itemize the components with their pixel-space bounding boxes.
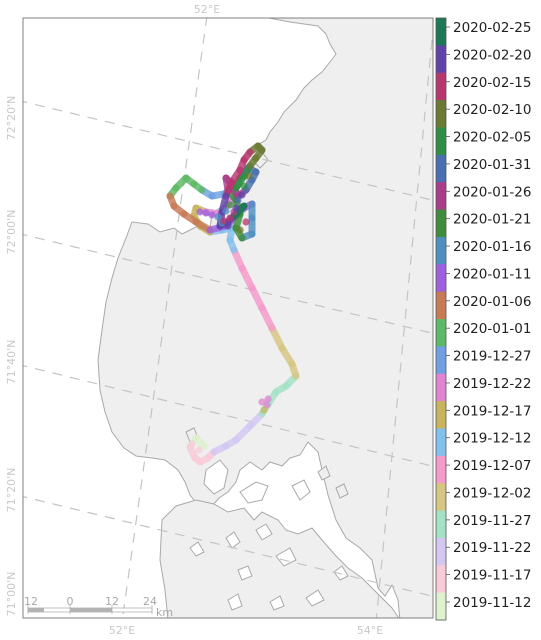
legend-color-swatch [436, 18, 446, 46]
lon-label-top: 52°E [194, 3, 220, 16]
lat-label: 72°20'N [5, 96, 18, 141]
legend-date-label: 2020-01-11 [453, 266, 531, 282]
lat-label: 71°20'N [5, 468, 18, 513]
legend-date-label: 2019-11-27 [453, 513, 531, 529]
location-point [202, 209, 210, 217]
location-point [224, 222, 232, 230]
location-point [226, 214, 234, 222]
legend-color-swatch [436, 291, 446, 320]
lon-label-bottom: 52°E [109, 624, 135, 637]
legend-date-label: 2020-02-20 [453, 47, 531, 63]
legend-date-label: 2019-11-12 [453, 595, 531, 611]
legend-date-label: 2019-12-02 [453, 485, 531, 501]
track-segment [268, 324, 286, 352]
location-point [245, 172, 253, 180]
track-segment [258, 304, 276, 332]
location-point [240, 182, 248, 190]
legend-color-swatch [436, 236, 446, 265]
legend-date-label: 2020-02-05 [453, 130, 531, 146]
legend-date-label: 2020-01-01 [453, 321, 531, 337]
legend-date-label: 2019-12-27 [453, 349, 531, 365]
legend-color-swatch [436, 45, 446, 74]
legend-labels: 2020-02-25 2020-02-20 2020-02-15 2020-02-10… [446, 20, 531, 611]
legend-color-swatch [436, 346, 446, 375]
graticule [23, 18, 433, 618]
lat-label: 71°00'N [5, 572, 18, 617]
legend-date-label: 2020-01-16 [453, 239, 531, 255]
scale-unit-label: km [156, 606, 173, 619]
legend-date-label: 2020-01-26 [453, 184, 531, 200]
legend-date-label: 2020-02-15 [453, 75, 531, 91]
location-point [220, 217, 228, 225]
scale-bar: 12 0 12 24 km [24, 595, 173, 619]
location-point [260, 406, 268, 414]
legend-color-swatch [436, 455, 446, 484]
legend-bar-border [435, 17, 447, 621]
legend-color-swatch [436, 182, 446, 211]
scale-tick-label: 12 [24, 595, 38, 608]
legend-date-label: 2020-01-31 [453, 157, 531, 173]
map-frame [22, 17, 434, 619]
legend-date-label: 2019-12-17 [453, 403, 531, 419]
legend-color-swatch [436, 428, 446, 457]
legend-color-bar [436, 18, 446, 621]
legend-date-label: 2020-02-25 [453, 20, 531, 36]
location-point [232, 204, 240, 212]
location-point [236, 226, 244, 234]
legend-color-swatch [436, 319, 446, 347]
date-legend: 2020-02-25 2020-02-20 2020-02-15 2020-02-10… [435, 17, 531, 621]
location-point [242, 218, 250, 226]
legend-date-label: 2019-12-07 [453, 458, 531, 474]
legend-date-label: 2019-12-12 [453, 431, 531, 447]
legend-date-label: 2019-11-22 [453, 540, 531, 556]
legend-color-swatch [436, 127, 446, 156]
location-point [238, 191, 246, 199]
location-point [264, 395, 272, 403]
location-points [188, 172, 272, 454]
location-point [188, 440, 196, 448]
legend-color-swatch [436, 154, 446, 183]
scale-tick-label: 0 [67, 595, 74, 608]
legend-date-label: 2019-12-22 [453, 376, 531, 392]
location-point [214, 213, 222, 221]
legend-color-swatch [436, 510, 446, 539]
location-point [226, 201, 234, 209]
water-features [189, 459, 349, 611]
location-point [195, 446, 203, 454]
location-point [208, 211, 216, 219]
track-segment [238, 264, 256, 292]
legend-color-swatch [436, 537, 446, 566]
location-point [222, 207, 230, 215]
legend-color-swatch [436, 209, 446, 238]
lat-label: 72°00'N [5, 210, 18, 255]
legend-date-label: 2020-02-10 [453, 102, 531, 118]
track-segment [248, 284, 266, 312]
location-point [234, 196, 242, 204]
lon-label-bottom: 54°E [357, 624, 383, 637]
legend-color-swatch [436, 401, 446, 430]
scale-tick-label: 12 [105, 595, 119, 608]
legend-color-swatch [436, 264, 446, 293]
legend-color-swatch [436, 483, 446, 512]
legend-date-label: 2019-11-17 [453, 568, 531, 584]
legend-color-swatch [436, 72, 446, 101]
scale-tick-label: 24 [143, 595, 157, 608]
legend-color-swatch [436, 100, 446, 129]
lat-label: 71°40'N [5, 340, 18, 385]
legend-date-label: 2020-01-21 [453, 212, 531, 228]
location-point [200, 442, 208, 450]
legend-date-label: 2020-01-06 [453, 294, 531, 310]
legend-color-swatch [436, 373, 446, 402]
location-point [196, 208, 204, 216]
legend-color-swatch [436, 592, 446, 621]
legend-color-swatch [436, 565, 446, 594]
